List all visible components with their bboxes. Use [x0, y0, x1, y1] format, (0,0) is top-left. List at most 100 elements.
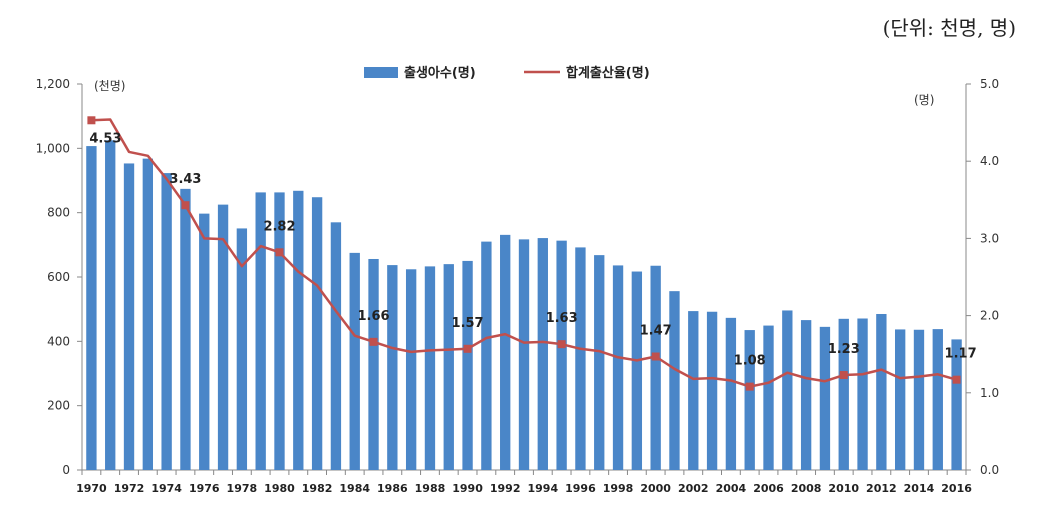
x-tick-label: 1998	[603, 482, 634, 495]
bar-1981	[293, 190, 304, 470]
data-label-1990: 1.57	[452, 316, 484, 331]
y-right-tick-label: 5.0	[980, 77, 999, 91]
data-label-2000: 1.47	[640, 324, 672, 339]
x-tick-label: 2004	[716, 482, 747, 495]
bar-1971	[105, 140, 116, 470]
bar-1970	[86, 146, 97, 470]
y-left-tick-label: 0	[62, 463, 70, 477]
data-label-1980: 2.82	[263, 219, 295, 234]
bar-1996	[575, 247, 586, 470]
bar-1989	[443, 264, 454, 470]
bar-2015	[932, 329, 943, 470]
bar-1997	[594, 255, 605, 470]
tfr-marker-1970	[87, 116, 96, 125]
bar-1995	[556, 240, 567, 470]
x-tick-label: 2014	[904, 482, 935, 495]
bar-1990	[462, 260, 473, 470]
bar-2010	[838, 318, 849, 470]
bar-2014	[913, 329, 925, 470]
bar-1976	[199, 213, 210, 471]
x-tick-label: 1980	[264, 482, 295, 495]
bar-2009	[819, 326, 831, 470]
bar-2016	[951, 339, 962, 470]
y-right-tick-label: 3.0	[980, 231, 999, 245]
bar-2007	[782, 310, 793, 470]
bar-2008	[800, 320, 812, 470]
bar-1982	[311, 197, 323, 470]
data-label-2016: 1.17	[945, 347, 977, 362]
x-tick-label: 1992	[490, 482, 521, 495]
bar-2013	[894, 329, 906, 470]
bar-1991	[481, 241, 492, 470]
data-label-1970: 4.53	[89, 131, 121, 146]
y-right-unit: (명)	[914, 93, 934, 107]
y-left-tick-label: 200	[47, 399, 70, 413]
bar-2002	[688, 311, 699, 470]
x-tick-label: 2008	[791, 482, 822, 495]
y-left-tick-label: 600	[47, 270, 70, 284]
legend-bar-swatch	[364, 67, 398, 78]
tfr-marker-2000	[651, 352, 660, 361]
tfr-marker-2010	[839, 371, 848, 380]
bar-series	[86, 140, 962, 471]
data-label-1985: 1.66	[357, 309, 389, 324]
x-tick-label: 1986	[377, 482, 408, 495]
x-tick-label: 1974	[151, 482, 182, 495]
bar-1974	[161, 173, 172, 470]
unit-note: (단위: 천명, 명)	[882, 16, 1016, 40]
y-left-tick-label: 400	[47, 334, 70, 348]
x-tick-label: 1996	[565, 482, 596, 495]
y-left-tick-label: 800	[47, 206, 70, 220]
bar-1999	[631, 271, 643, 470]
bar-1983	[330, 222, 342, 470]
x-tick-label: 1994	[527, 482, 558, 495]
x-tick-label: 2012	[866, 482, 897, 495]
tfr-marker-1980	[275, 248, 284, 257]
y-right-tick-label: 0.0	[980, 463, 999, 477]
x-tick-label: 2010	[828, 482, 859, 495]
bar-2012	[876, 313, 887, 470]
x-tick-label: 2000	[640, 482, 671, 495]
y-right-tick-label: 1.0	[980, 386, 999, 400]
bar-2004	[725, 317, 737, 470]
bar-1977	[217, 204, 229, 470]
bar-1978	[236, 228, 248, 470]
y-right-tick-label: 2.0	[980, 309, 999, 323]
tfr-marker-1995	[557, 340, 566, 349]
tfr-marker-1985	[369, 337, 378, 346]
bar-1998	[612, 265, 624, 470]
x-tick-label: 1982	[302, 482, 333, 495]
x-tick-label: 2016	[941, 482, 972, 495]
x-tick-label: 1984	[339, 482, 370, 495]
data-label-2005: 1.08	[734, 354, 766, 369]
bar-1973	[142, 158, 154, 471]
axes: 0 200 400 600 800 1,000 1,200 0.0 1.0 2.0 3.0 4.0 5.…	[36, 77, 999, 495]
bar-2000	[650, 265, 661, 470]
bar-2005	[744, 330, 755, 470]
line-series	[87, 116, 961, 391]
x-tick-label: 1990	[452, 482, 483, 495]
data-label-1995: 1.63	[546, 311, 578, 326]
x-tick-label: 2002	[678, 482, 709, 495]
legend-line-label: 합계출산율(명)	[566, 65, 650, 81]
bar-2006	[763, 325, 774, 470]
bar-1993	[518, 239, 530, 470]
bar-1988	[424, 266, 436, 470]
bar-1984	[349, 252, 360, 470]
tfr-marker-1975	[181, 201, 190, 210]
x-tick-label: 1988	[415, 482, 446, 495]
bar-1992	[500, 234, 511, 470]
bar-1975	[180, 188, 191, 470]
tfr-line	[91, 118, 957, 388]
legend-bar-label: 출생아수(명)	[404, 65, 476, 81]
bar-1986	[387, 265, 398, 470]
y-left-tick-label: 1,200	[36, 77, 70, 91]
bar-1985	[368, 258, 379, 470]
bar-1994	[537, 238, 548, 470]
y-right-tick-label: 4.0	[980, 154, 999, 168]
bar-1979	[255, 192, 266, 470]
bar-1980	[274, 192, 285, 470]
y-left-unit: (천명)	[94, 78, 125, 93]
x-tick-label: 1970	[76, 482, 107, 495]
x-tick-label: 1972	[114, 482, 145, 495]
